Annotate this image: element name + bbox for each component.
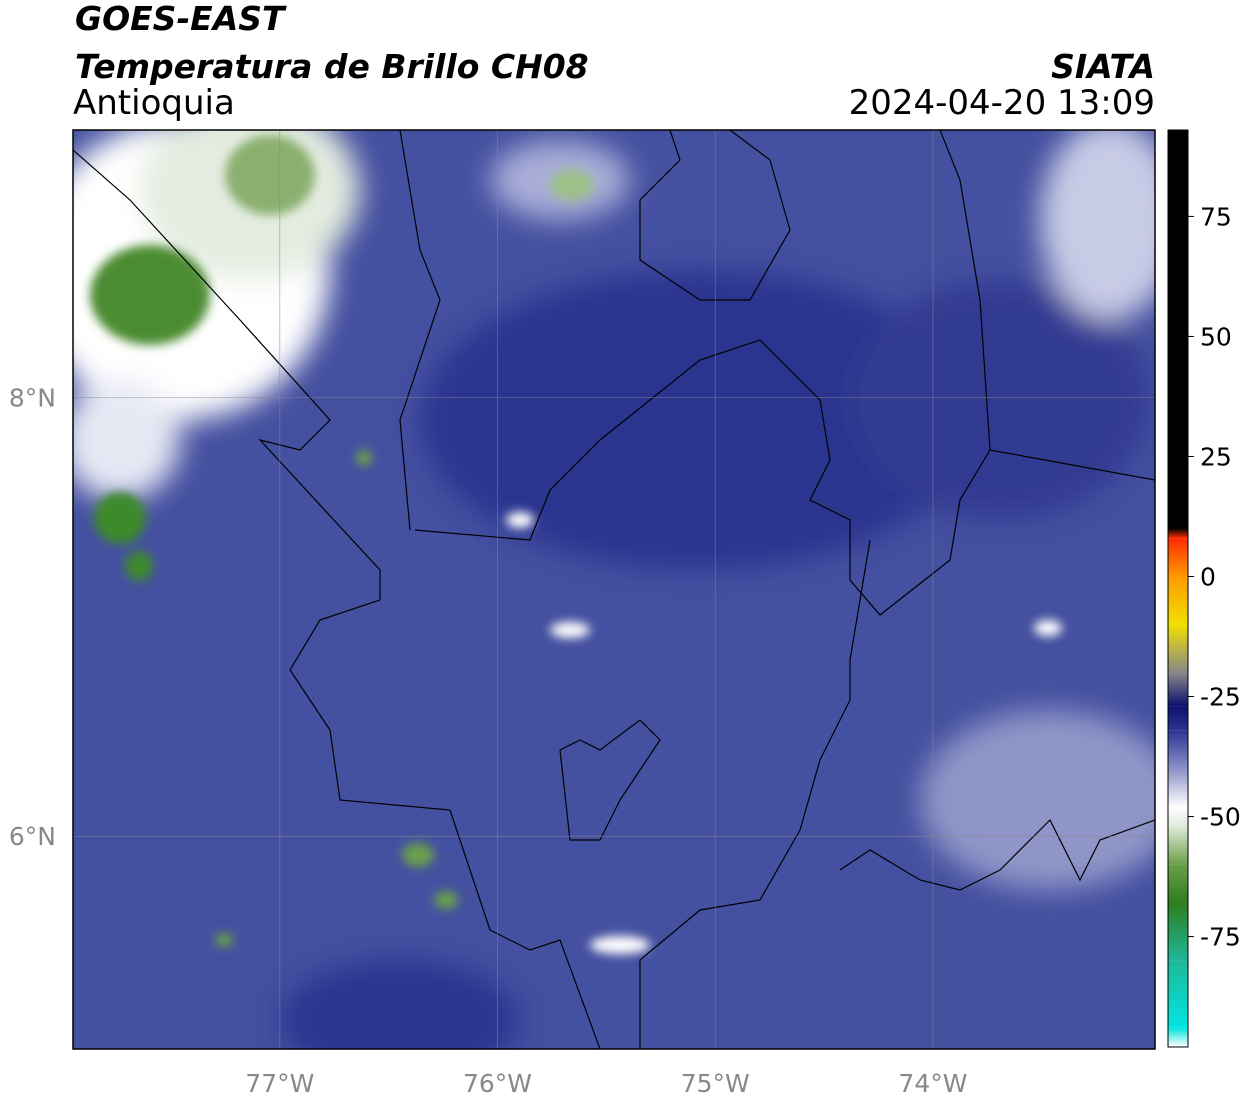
map-frame	[72, 129, 1156, 1050]
map-image	[73, 130, 1155, 1049]
x-tick-label: 77°W	[245, 1069, 314, 1098]
colorbar	[1168, 130, 1188, 1047]
x-tick-label: 76°W	[463, 1069, 532, 1098]
colorbar-segment	[1168, 960, 1188, 1028]
colorbar-segment	[1168, 706, 1188, 731]
colorbar-segment	[1168, 864, 1188, 903]
colorbar-segment	[1168, 806, 1188, 827]
colorbar-segment	[1168, 672, 1188, 707]
y-tick-label: 6°N	[9, 822, 56, 851]
x-tick-label: 74°W	[898, 1069, 967, 1098]
datetime-label: 2024-04-20 13:09	[849, 83, 1155, 123]
colorbar-segment	[1168, 538, 1188, 577]
x-tick-label: 75°W	[681, 1069, 750, 1098]
source-label: SIATA	[1051, 47, 1155, 86]
graticule	[73, 130, 1155, 1049]
region-label: Antioquia	[73, 83, 235, 123]
colorbar-tick-label: 25	[1200, 442, 1232, 471]
y-tick-label: 8°N	[9, 384, 56, 413]
colorbar-segment	[1168, 624, 1188, 673]
colorbar-tick-label: -75	[1200, 923, 1241, 952]
colorbar-tick-label: 75	[1200, 202, 1232, 231]
colorbar-segment	[1168, 902, 1188, 961]
colorbar-segment	[1168, 768, 1188, 807]
colorbar-segment	[1168, 130, 1188, 529]
colorbar-frame	[1167, 129, 1189, 1048]
colorbar-segment	[1168, 576, 1188, 625]
colorbar-tick-label: -25	[1200, 683, 1241, 712]
colorbar-tick-label: -50	[1200, 803, 1241, 832]
colorbar-tick-label: 0	[1200, 562, 1216, 591]
colorbar-segment	[1168, 528, 1188, 539]
colorbar-segment	[1168, 730, 1188, 769]
satellite-title: GOES-EAST	[75, 0, 287, 38]
product-title: Temperatura de Brillo CH08	[75, 47, 589, 86]
colorbar-segment	[1168, 1027, 1188, 1047]
colorbar-tick-label: 50	[1200, 322, 1232, 351]
colorbar-segment	[1168, 826, 1188, 865]
